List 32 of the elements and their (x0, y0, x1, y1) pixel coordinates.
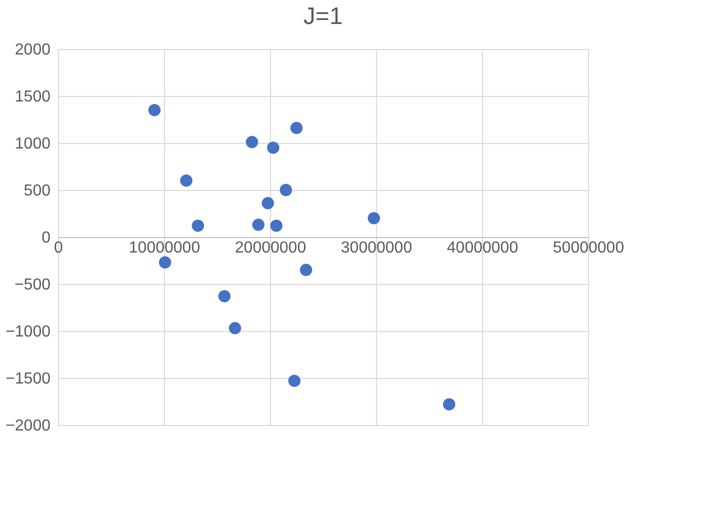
point (270, 220, 282, 232)
point (180, 174, 192, 187)
point (246, 136, 258, 148)
point (290, 122, 303, 134)
x-tick-label: 50000000 (552, 240, 624, 256)
y-tick-label: −1000 (6, 324, 51, 340)
point (228, 322, 242, 334)
x-tick-label: 10000000 (128, 240, 200, 256)
y-tick-label: 1500 (14, 88, 51, 106)
y-tick-label: 500 (24, 182, 51, 200)
chart-title: J=1 (303, 3, 343, 30)
y-tick-label: −1500 (6, 370, 51, 388)
y-tick-label: −500 (14, 276, 51, 294)
point (192, 220, 204, 232)
point (300, 264, 312, 276)
point (368, 212, 380, 224)
point (218, 290, 231, 302)
x-tick-label: 20000000 (234, 240, 306, 256)
y-tick-label: −2000 (6, 418, 51, 434)
point (158, 256, 172, 268)
y-tick-label: 1000 (14, 136, 51, 152)
point (252, 218, 264, 231)
x-tick-label: 0 (54, 240, 64, 256)
point (280, 184, 292, 196)
point (148, 104, 161, 116)
x-tick-label: 30000000 (340, 240, 412, 256)
point (443, 398, 456, 410)
x-tick-label: 40000000 (446, 240, 518, 256)
point (288, 374, 301, 387)
point (262, 197, 274, 210)
y-tick-label: 2000 (14, 42, 51, 58)
point (267, 142, 280, 154)
